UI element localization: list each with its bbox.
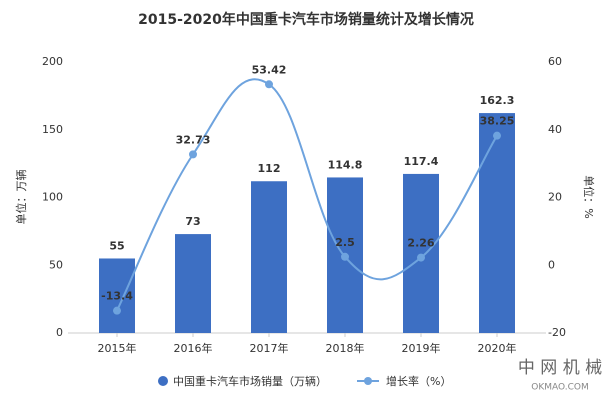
watermark-sub: OKMAO.COM (531, 383, 588, 393)
x-tick-label: 2019年 (402, 341, 441, 355)
x-tick-label: 2017年 (250, 341, 289, 355)
y-tick-label: 0 (56, 326, 63, 339)
legend-marker (364, 377, 372, 385)
line-point (113, 306, 121, 315)
bar-value-label: 55 (109, 239, 124, 252)
bar (403, 173, 439, 333)
x-tick-label: 2018年 (326, 341, 365, 355)
y2-tick-label: 60 (548, 55, 562, 68)
legend-label: 中国重卡汽车市场销量（万辆） (173, 374, 327, 388)
legend-label: 增长率（%） (386, 374, 451, 388)
bar (251, 181, 287, 333)
x-tick-label: 2020年 (478, 341, 517, 355)
line-point (417, 253, 425, 262)
bar-value-label: 114.8 (328, 158, 363, 171)
line-point (341, 252, 349, 261)
y2-tick-label: -20 (548, 326, 566, 339)
y2-tick-label: 0 (548, 258, 555, 271)
bar-value-label: 117.4 (404, 155, 439, 168)
legend-marker (158, 376, 168, 386)
line-value-label: 2.26 (407, 237, 434, 250)
bar-value-label: 112 (258, 162, 281, 175)
line-point (493, 131, 501, 140)
line-value-label: 32.73 (176, 133, 211, 146)
line-value-label: 38.25 (480, 115, 515, 128)
y2-axis-label: 单位：% (582, 175, 596, 218)
x-tick-label: 2015年 (98, 341, 137, 355)
line-value-label: -13.4 (101, 290, 133, 303)
line-value-label: 2.5 (335, 236, 355, 249)
chart-title: 2015-2020年中国重卡汽车市场销量统计及增长情况 (138, 11, 474, 28)
y-tick-label: 100 (42, 191, 63, 204)
y-tick-label: 200 (42, 55, 63, 68)
x-tick-label: 2016年 (174, 341, 213, 355)
bar (479, 113, 515, 333)
y2-tick-label: 20 (548, 191, 562, 204)
line-point (265, 80, 273, 89)
watermark: 中 网 机 械 (518, 358, 602, 378)
bar (99, 258, 135, 333)
y-tick-label: 50 (49, 258, 63, 271)
y-tick-label: 150 (42, 123, 63, 136)
line-point (189, 150, 197, 159)
y2-tick-label: 40 (548, 123, 562, 136)
bar (175, 234, 211, 333)
bar-value-label: 162.3 (480, 94, 515, 107)
bar-value-label: 73 (185, 215, 200, 228)
y-axis-label: 单位：万辆 (14, 170, 28, 225)
line-value-label: 53.42 (252, 63, 287, 76)
growth-line (116, 78, 498, 312)
